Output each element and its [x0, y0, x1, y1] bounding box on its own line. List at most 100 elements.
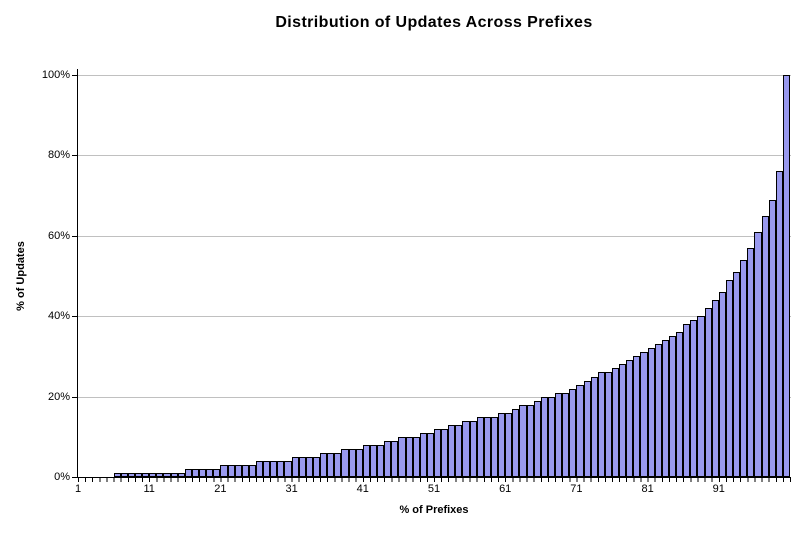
bar-33: [305, 456, 313, 477]
bar-49: [419, 432, 427, 477]
y-tick-20: [72, 396, 77, 398]
bar-97: [761, 215, 769, 477]
bar-42: [369, 444, 378, 477]
y-tick-label-20: 20%: [47, 390, 70, 403]
y-tick-label-100: 100%: [41, 69, 70, 81]
bar-11: [149, 472, 157, 477]
bar-83: [661, 340, 669, 477]
bar-25: [248, 464, 256, 477]
bar-31: [291, 456, 299, 477]
bar-52: [441, 428, 449, 477]
bar-100: [782, 75, 790, 477]
bar-24: [241, 464, 249, 477]
bar-62: [512, 408, 520, 477]
gridline-100: [78, 75, 791, 76]
chart-title: Distribution of Updates Across Prefixes: [275, 14, 593, 31]
bar-6: [113, 472, 121, 477]
y-tick-0: [72, 477, 77, 478]
x-tick-label-81: 81: [641, 483, 654, 495]
bar-32: [298, 456, 306, 477]
bar-89: [704, 308, 712, 477]
y-tick-40: [72, 316, 77, 318]
bar-92: [725, 280, 734, 477]
bar-27: [263, 460, 271, 477]
x-tick-label-51: 51: [427, 483, 441, 495]
bar-44: [384, 440, 392, 477]
bar-38: [341, 448, 349, 477]
y-tick-label-0: 0%: [54, 471, 70, 483]
x-axis-line: [78, 477, 791, 478]
y-tick-label-80: 80%: [47, 149, 70, 162]
bar-88: [697, 316, 705, 477]
bar-54: [455, 424, 463, 477]
bar-15: [177, 472, 185, 477]
x-tick-label-91: 91: [712, 483, 725, 495]
bar-30: [284, 460, 292, 477]
bar-50: [426, 432, 434, 477]
bar-87: [690, 320, 698, 477]
bar-35: [320, 452, 328, 477]
bar-60: [498, 412, 506, 477]
bar-78: [626, 360, 634, 477]
bar-29: [277, 460, 285, 477]
x-tick-label-71: 71: [570, 483, 583, 495]
bar-57: [476, 416, 484, 477]
bar-36: [327, 452, 335, 477]
bar-64: [526, 404, 534, 477]
bar-56: [469, 420, 477, 477]
bar-61: [505, 412, 513, 477]
bar-10: [142, 472, 150, 477]
bar-23: [234, 464, 242, 477]
bar-77: [619, 364, 627, 477]
x-axis-ticks: [78, 478, 792, 482]
y-tick-100: [72, 75, 77, 76]
x-tick-label-21: 21: [214, 483, 227, 495]
bar-68: [555, 392, 563, 477]
bar-21: [220, 464, 228, 477]
bar-12: [156, 472, 164, 477]
y-axis-title: % of Updates: [15, 241, 27, 311]
gridline-20: [78, 396, 791, 398]
bar-67: [547, 396, 556, 477]
bar-95: [747, 247, 755, 477]
bar-55: [462, 420, 470, 477]
bar-98: [768, 199, 776, 477]
bar-47: [405, 436, 413, 477]
bar-91: [718, 292, 726, 477]
x-tick-label-1: 1: [74, 483, 82, 495]
bar-65: [533, 400, 541, 477]
bar-51: [434, 428, 442, 477]
plot-area: [78, 75, 791, 477]
bar-59: [490, 416, 499, 477]
y-tick-label-40: 40%: [47, 310, 70, 323]
bar-96: [754, 231, 762, 477]
gridline-80: [78, 155, 791, 157]
bar-14: [170, 472, 178, 477]
bar-40: [355, 448, 363, 477]
bar-41: [362, 444, 370, 477]
bar-99: [775, 171, 783, 477]
bar-17: [191, 468, 200, 477]
x-tick-label-61: 61: [499, 483, 512, 495]
bar-43: [377, 444, 385, 477]
bar-79: [633, 356, 641, 477]
bar-94: [740, 259, 748, 477]
bar-93: [733, 271, 741, 477]
bar-71: [576, 384, 584, 477]
bar-84: [668, 336, 677, 477]
x-tick-label-11: 11: [143, 483, 155, 495]
y-tick-60: [72, 235, 77, 237]
bar-34: [312, 456, 321, 477]
bar-75: [604, 372, 612, 477]
bar-22: [227, 464, 235, 477]
bar-28: [270, 460, 278, 477]
x-axis-title: % of Prefixes: [399, 504, 469, 516]
bar-90: [711, 300, 719, 477]
bar-37: [334, 452, 342, 477]
bar-76: [612, 368, 620, 477]
bar-8: [127, 472, 135, 477]
bar-7: [120, 472, 128, 477]
bar-46: [398, 436, 406, 477]
bar-74: [597, 372, 605, 477]
